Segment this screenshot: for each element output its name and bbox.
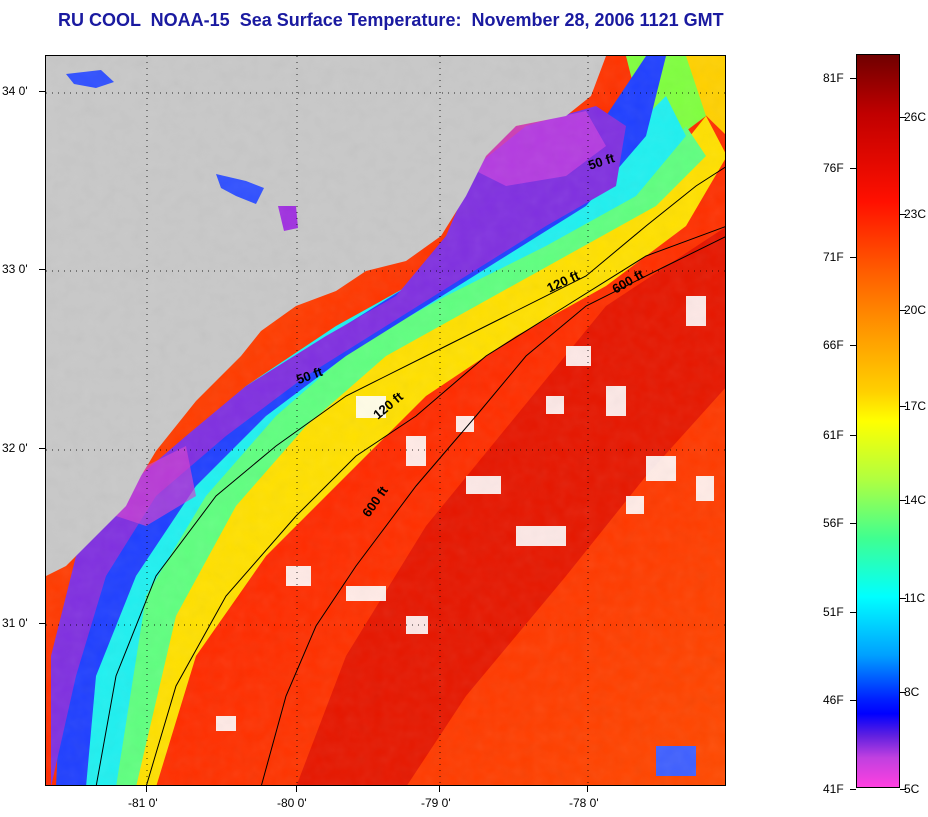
lon-tick — [439, 786, 440, 792]
lat-tick — [39, 91, 45, 92]
lon-label-79: -79 0' — [421, 796, 451, 810]
colorbar-fahrenheit-label: 71F — [823, 250, 844, 264]
colorbar-tick — [850, 168, 856, 169]
colorbar-tick — [900, 310, 906, 311]
colorbar-tick — [900, 500, 906, 501]
colorbar-celsius-label: 26C — [904, 110, 927, 124]
colorbar-fahrenheit-label: 46F — [823, 693, 844, 707]
map-title: RU COOL NOAA-15 Sea Surface Temperature:… — [58, 10, 724, 30]
lat-label-32: 32 0' — [2, 441, 28, 455]
colorbar-tick — [850, 78, 856, 79]
temperature-colorbar — [856, 54, 900, 788]
lat-label-31: 31 0' — [2, 616, 28, 630]
lon-tick — [146, 786, 147, 792]
colorbar-tick — [850, 789, 856, 790]
lat-tick — [39, 623, 45, 624]
colorbar-tick — [900, 692, 906, 693]
colorbar-fahrenheit-label: 76F — [823, 161, 844, 175]
colorbar-tick — [900, 598, 906, 599]
lat-tick — [39, 448, 45, 449]
colorbar-fahrenheit-label: 61F — [823, 428, 844, 442]
colorbar-fahrenheit-label: 56F — [823, 516, 844, 530]
colorbar-tick — [900, 406, 906, 407]
colorbar-fahrenheit-label: 81F — [823, 71, 844, 85]
lon-tick — [587, 786, 588, 792]
sst-map-canvas — [46, 56, 725, 785]
isobath-contours — [95, 166, 725, 785]
colorbar-tick — [900, 789, 906, 790]
colorbar-tick — [900, 214, 906, 215]
colorbar-fahrenheit-label: 41F — [823, 782, 844, 796]
lat-label-34: 34 0' — [2, 84, 28, 98]
colorbar-tick — [850, 700, 856, 701]
colorbar-celsius-label: 8C — [904, 685, 920, 699]
colorbar-tick — [900, 117, 906, 118]
lon-label-78: -78 0' — [569, 796, 599, 810]
sst-map[interactable]: 50 ft 50 ft 120 ft 120 ft 600 ft 600 ft — [45, 55, 726, 786]
colorbar-fahrenheit-label: 66F — [823, 338, 844, 352]
colorbar-celsius-label: 14C — [904, 493, 927, 507]
lon-label-80: -80 0' — [277, 796, 307, 810]
colorbar-tick — [850, 435, 856, 436]
colorbar-tick — [850, 345, 856, 346]
colorbar-celsius-label: 5C — [904, 782, 920, 796]
colorbar-tick — [850, 257, 856, 258]
lon-tick — [296, 786, 297, 792]
lat-tick — [39, 269, 45, 270]
colorbar-celsius-label: 20C — [904, 303, 927, 317]
lat-label-33: 33 0' — [2, 262, 28, 276]
colorbar-celsius-label: 17C — [904, 399, 927, 413]
colorbar-fahrenheit-label: 51F — [823, 605, 844, 619]
colorbar-celsius-label: 11C — [904, 591, 926, 605]
lon-label-81: -81 0' — [128, 796, 158, 810]
colorbar-tick — [850, 612, 856, 613]
colorbar-tick — [850, 523, 856, 524]
colorbar-celsius-label: 23C — [904, 207, 927, 221]
